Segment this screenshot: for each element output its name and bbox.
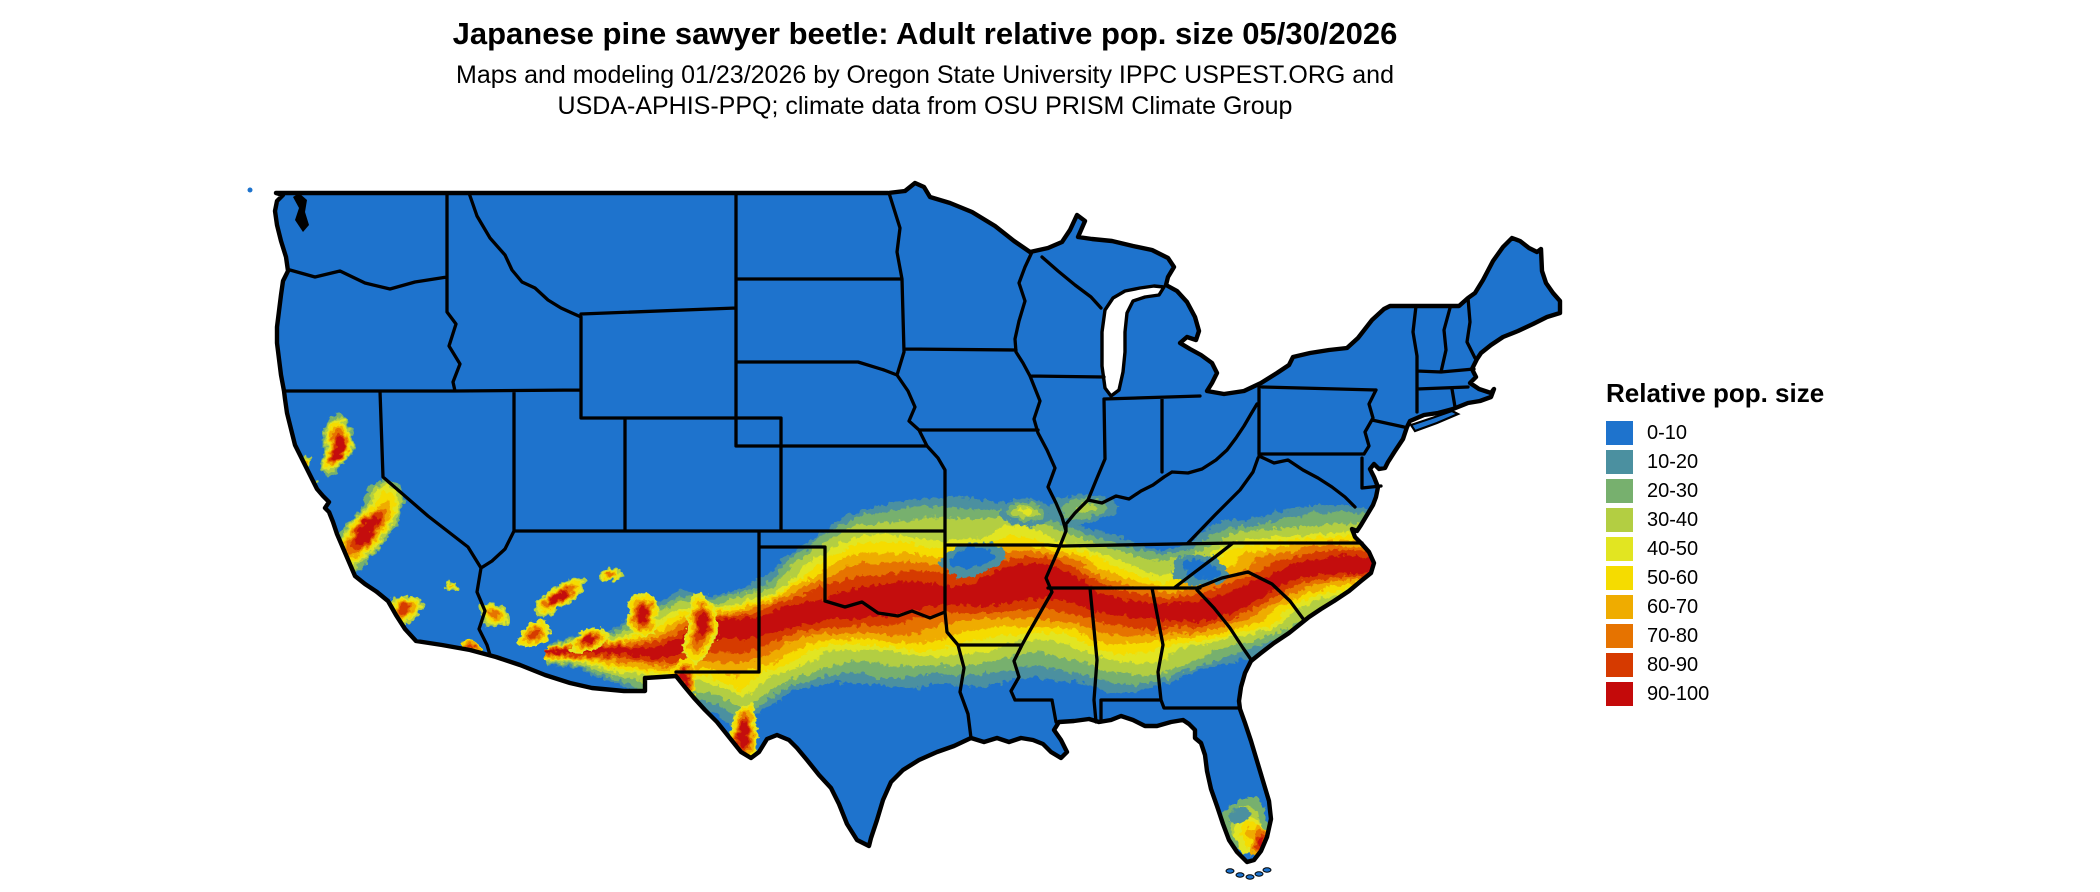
legend-item: 70-80: [1606, 624, 1824, 648]
legend-swatch: [1606, 479, 1633, 503]
legend-item-label: 90-100: [1647, 682, 1710, 705]
florida-keys: [1225, 867, 1272, 880]
legend-swatch: [1606, 508, 1633, 532]
legend-swatch: [1606, 595, 1633, 619]
legend-item: 0-10: [1606, 421, 1824, 445]
puget-sound: [293, 193, 309, 232]
offshore-islet: [247, 187, 253, 193]
legend-item-label: 30-40: [1647, 508, 1699, 531]
legend-item-label: 20-30: [1647, 479, 1699, 502]
legend-swatch: [1606, 624, 1633, 648]
map-subtitle-line1: Maps and modeling 01/23/2026 by Oregon S…: [456, 61, 1394, 89]
state-borders: [282, 191, 1477, 740]
legend-item: 60-70: [1606, 595, 1824, 619]
legend-swatch: [1606, 450, 1633, 474]
legend-item-label: 10-20: [1647, 450, 1699, 473]
legend-item-label: 70-80: [1647, 624, 1699, 647]
legend-swatch: [1606, 653, 1633, 677]
legend-swatch: [1606, 682, 1633, 706]
legend-swatch: [1606, 421, 1633, 445]
long-island: [1409, 409, 1461, 433]
legend-item-label: 80-90: [1647, 653, 1699, 676]
legend-item-label: 40-50: [1647, 537, 1699, 560]
legend-rows: 0-10 10-20 20-30 30-40 40-50 50-60 60-70 70-80 8…: [1606, 421, 1824, 706]
legend-item: 40-50: [1606, 537, 1824, 561]
us-outline: [272, 180, 1563, 865]
map-subtitle: Maps and modeling 01/23/2026 by Oregon S…: [0, 60, 1850, 121]
legend-swatch: [1606, 537, 1633, 561]
legend-item: 80-90: [1606, 653, 1824, 677]
lake-michigan: [1100, 284, 1166, 398]
legend-item: 30-40: [1606, 508, 1824, 532]
map-legend: Relative pop. size 0-10 10-20 20-30 30-40 40…: [1606, 378, 1824, 711]
legend-item: 10-20: [1606, 450, 1824, 474]
map-subtitle-line2: USDA-APHIS-PPQ; climate data from OSU PR…: [557, 91, 1293, 120]
legend-item: 50-60: [1606, 566, 1824, 590]
legend-item: 20-30: [1606, 479, 1824, 503]
legend-item-label: 50-60: [1647, 566, 1699, 589]
legend-item-label: 60-70: [1647, 595, 1699, 618]
legend-item-label: 0-10: [1647, 421, 1688, 444]
legend-swatch: [1606, 566, 1633, 590]
legend-title: Relative pop. size: [1606, 378, 1825, 408]
map-title: Japanese pine sawyer beetle: Adult relat…: [452, 16, 1398, 51]
legend-item: 90-100: [1606, 682, 1824, 706]
